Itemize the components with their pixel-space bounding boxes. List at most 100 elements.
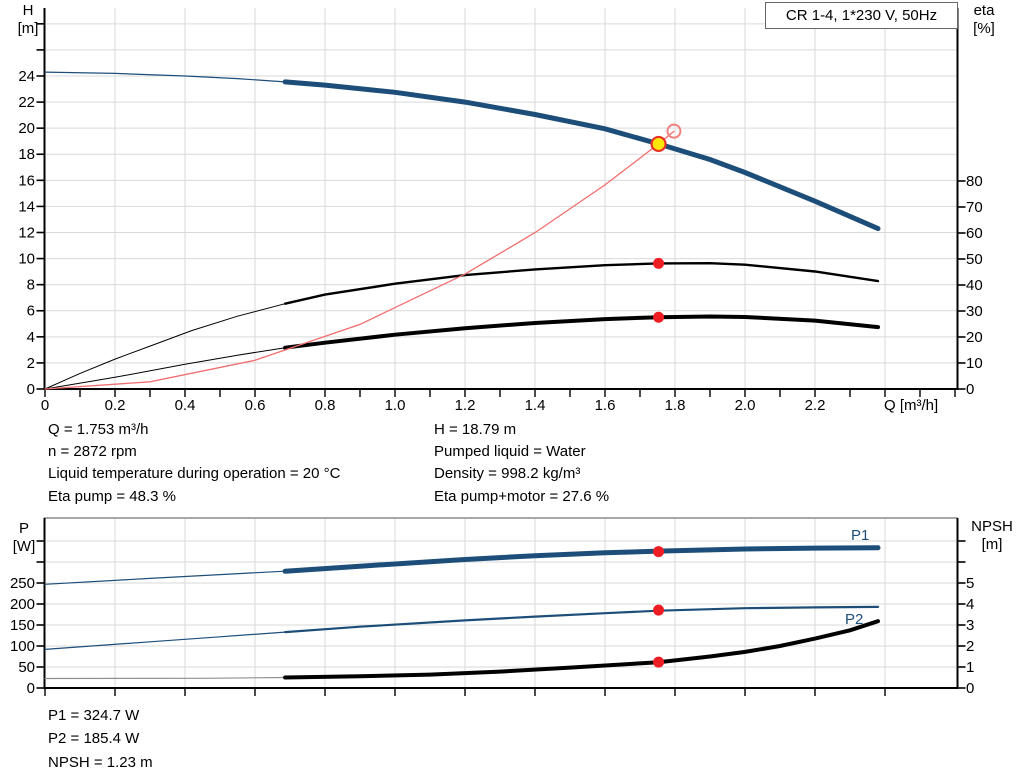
info-eta-pump-motor: Eta pump+motor = 27.6 % [434, 487, 610, 505]
info-liquid-temperature: Liquid temperature during operation = 20… [48, 465, 341, 483]
pump-model-box: CR 1-4, 1*230 V, 50Hz [765, 2, 958, 29]
tick-label: 2 [27, 355, 35, 372]
power-chart-markers [653, 546, 665, 668]
info-flow: Q = 1.753 m³/h [48, 421, 149, 438]
tick-label: 250 [10, 575, 35, 592]
result-npsh: NPSH = 1.23 m [48, 753, 153, 771]
qh-curve [44, 71, 286, 83]
eta-pump-motor-curve [283, 314, 880, 350]
tick-label: 100 [10, 638, 35, 655]
npsh-axis-unit-line1: NPSH [971, 518, 1013, 535]
p2-curve [284, 605, 880, 634]
tick-label: 0 [27, 680, 35, 697]
h-axis-unit-line2: [m] [17, 20, 39, 37]
result-p1: P1 = 324.7 W [48, 707, 140, 724]
tick-label: 70 [966, 199, 983, 216]
tick-label: 0.2 [105, 397, 126, 414]
npsh-curve [283, 619, 880, 680]
tick-label: 5 [966, 575, 974, 592]
tick-label: 10 [966, 355, 983, 372]
info-speed: n = 2872 rpm [48, 443, 137, 461]
p1-curve-label: P1 [851, 527, 870, 544]
tick-label: 0 [966, 680, 974, 697]
qh-chart-plot-area[interactable] [45, 8, 958, 389]
eta-pump-point [653, 257, 665, 269]
tick-label: 18 [18, 146, 35, 163]
qh-chart-axes: 0 0.2 0.4 0.6 0.8 1.0 1.2 1.4 1.6 1.8 2.0 2.2024681… [18, 8, 983, 414]
tick-label: 8 [27, 277, 35, 294]
p1-point [653, 546, 665, 558]
tick-label: 14 [18, 198, 35, 215]
npsh-axis-unit-line2: [m] [981, 536, 1003, 553]
results-block: P1 = 324.7 W P2 = 185.4 W NPSH = 1.23 m [48, 704, 153, 774]
tick-label: 1.6 [595, 397, 616, 414]
qh-chart-series [44, 8, 958, 390]
tick-label: 20 [18, 120, 35, 137]
eta-axis-unit-line1: eta [973, 2, 995, 19]
tick-label: 24 [18, 68, 35, 85]
pump-model-label: CR 1-4, 1*230 V, 50Hz [785, 7, 938, 24]
p2-curve-label: P2 [845, 611, 864, 628]
tick-label: 60 [966, 225, 983, 242]
info-pumped-liquid: Pumped liquid = Water [434, 443, 586, 461]
eta-axis-unit-line2: [%] [973, 20, 995, 37]
tick-label: 0.4 [175, 397, 196, 414]
tick-label: 16 [18, 172, 35, 189]
tick-label: 200 [10, 596, 35, 613]
power-chart-series [44, 518, 958, 688]
tick-label: 0.6 [245, 397, 266, 414]
npsh-point [653, 656, 665, 668]
qh-chart-grid [45, 8, 958, 389]
tick-label: 2.2 [805, 397, 826, 414]
info-head: H = 18.79 m [434, 421, 517, 438]
result-p2: P2 = 185.4 W [48, 730, 140, 748]
power-chart-grid [44, 517, 958, 688]
tick-label: 20 [966, 329, 983, 346]
tick-label: 50 [966, 251, 983, 268]
p2-curve [44, 631, 286, 650]
tick-label: 1.2 [455, 397, 476, 414]
power-chart-plot-area[interactable] [45, 518, 958, 688]
tick-label: 2.0 [735, 397, 756, 414]
eta-pump-curve [44, 303, 286, 390]
q-axis-unit: Q [m³/h] [884, 397, 939, 414]
tick-label: 1.0 [385, 397, 406, 414]
tick-label: 0 [966, 381, 974, 398]
tick-label: 40 [966, 277, 983, 294]
operating-point[interactable] [650, 135, 667, 153]
p2-point [653, 604, 665, 616]
p-axis-unit-line2: [W] [12, 538, 36, 555]
tick-label: 0.8 [315, 397, 336, 414]
qh-chart-markers [650, 123, 682, 323]
eta-axis-unit: eta [%] [962, 2, 1006, 38]
tick-label: 1.8 [665, 397, 686, 414]
h-axis-unit-line1: H [22, 2, 34, 19]
eta-pump-motor-curve [44, 347, 286, 390]
power-chart-axes: 0 50 100 150 200 250 0 1 2 3 4 5 [10, 518, 974, 697]
p-axis-unit: P [W] [2, 520, 46, 556]
p1-curve [282, 545, 881, 574]
tick-label: 2 [966, 638, 974, 655]
tick-label: 50 [18, 659, 35, 676]
p1-curve [44, 570, 286, 585]
tick-label: 4 [27, 329, 35, 346]
tick-label: 4 [966, 596, 974, 613]
tick-label: 1.4 [525, 397, 546, 414]
system-curve [44, 130, 675, 390]
tick-label: 30 [966, 303, 983, 320]
info-density: Density = 998.2 kg/m³ [434, 465, 581, 483]
tick-label: 22 [18, 94, 35, 111]
p-axis-unit-line1: P [18, 520, 29, 537]
tick-label: 3 [966, 617, 974, 634]
info-block-right: H = 18.79 m Pumped liquid = Water Densit… [434, 419, 609, 508]
info-block-left: Q = 1.753 m³/h n = 2872 rpm Liquid tempe… [48, 419, 340, 508]
eta-pump-curve [283, 261, 880, 305]
h-axis-unit: H [m] [6, 2, 50, 38]
info-eta-pump: Eta pump = 48.3 % [48, 487, 176, 505]
tick-label: 0 [27, 381, 35, 398]
qh-curve [282, 79, 881, 232]
rated-duty-point [666, 123, 682, 139]
tick-label: 80 [966, 173, 983, 190]
